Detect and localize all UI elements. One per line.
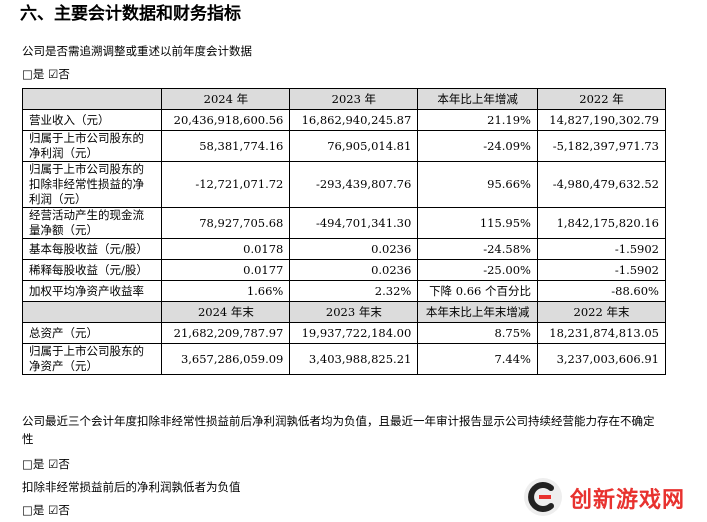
column-header: 本年末比上年末增减 — [417, 301, 538, 323]
cell-value: -494,701,341.30 — [289, 207, 419, 239]
net-profit-note: 扣除非经常损益前后的净利润孰低者为负值 — [22, 480, 241, 494]
table-header-row: 2024 年末 2023 年末 本年末比上年末增减 2022 年末 — [21, 301, 667, 323]
cell-value: -5,182,397,971.73 — [536, 130, 667, 162]
cell-value: 2.32% — [289, 280, 419, 302]
cell-value: 3,237,003,606.91 — [536, 343, 667, 375]
row-label: 归属于上市公司股东的净资产（元） — [21, 343, 163, 375]
row-label: 营业收入（元） — [21, 109, 163, 131]
column-header: 2024 年末 — [161, 301, 291, 323]
row-label: 归属于上市公司股东的扣除非经常性损益的净利润（元） — [21, 161, 163, 208]
cell-value: 20,436,918,600.56 — [161, 109, 291, 131]
cell-value: -24.09% — [417, 130, 538, 162]
cell-value: -1.5902 — [536, 238, 667, 260]
cell-value: 115.95% — [417, 207, 538, 239]
watermark-logo: 创新游戏网 — [522, 476, 700, 518]
table-row: 稀释每股收益（元/股） 0.0177 0.0236 -25.00% -1.5902 — [21, 259, 667, 281]
cell-value: 3,403,988,825.21 — [289, 343, 419, 375]
cell-value: 21,682,209,787.97 — [161, 322, 291, 344]
table-row: 经营活动产生的现金流量净额（元） 78,927,705.68 -494,701,34… — [21, 207, 667, 239]
cell-value: -88.60% — [536, 280, 667, 302]
cell-value: 下降 0.66 个百分比 — [417, 280, 538, 302]
cell-value: 7.44% — [417, 343, 538, 375]
cell-value: 1.66% — [161, 280, 291, 302]
table-row: 基本每股收益（元/股） 0.0178 0.0236 -24.58% -1.5902 — [21, 238, 667, 260]
cell-value: 18,231,874,813.05 — [536, 322, 667, 344]
row-label: 归属于上市公司股东的净利润（元） — [21, 130, 163, 162]
cell-value: -4,980,479,632.52 — [536, 161, 667, 208]
cell-value: -293,439,807.76 — [289, 161, 419, 208]
cell-value: 8.75% — [417, 322, 538, 344]
row-label: 总资产（元） — [21, 322, 163, 344]
cell-value: 0.0236 — [289, 259, 419, 281]
row-label: 稀释每股收益（元/股） — [21, 259, 163, 281]
column-header: 2022 年末 — [536, 301, 667, 323]
column-header — [21, 301, 163, 323]
row-label: 基本每股收益（元/股） — [21, 238, 163, 260]
net-profit-choice: □是 ☑否 — [22, 503, 70, 517]
column-header: 2023 年 — [289, 88, 419, 110]
cell-value: 21.19% — [417, 109, 538, 131]
cell-value: -24.58% — [417, 238, 538, 260]
cell-value: 16,862,940,245.87 — [289, 109, 419, 131]
cell-value: 19,937,722,184.00 — [289, 322, 419, 344]
cell-value: 0.0178 — [161, 238, 291, 260]
cell-value: 95.66% — [417, 161, 538, 208]
section-title: 六、主要会计数据和财务指标 — [20, 4, 241, 24]
column-header: 本年比上年增减 — [417, 88, 538, 110]
column-header: 2023 年末 — [289, 301, 419, 323]
restatement-question: 公司是否需追溯调整或重述以前年度会计数据 — [22, 44, 252, 58]
cell-value: 3,657,286,059.09 — [161, 343, 291, 375]
cell-value: -12,721,071.72 — [161, 161, 291, 208]
watermark-text: 创新游戏网 — [570, 488, 686, 513]
going-concern-choice: □是 ☑否 — [22, 457, 70, 471]
column-header: 2024 年 — [161, 88, 291, 110]
cell-value: 76,905,014.81 — [289, 130, 419, 162]
table-row: 归属于上市公司股东的净利润（元） 58,381,774.16 76,905,014.… — [21, 130, 667, 162]
table-row: 总资产（元） 21,682,209,787.97 19,937,722,184.00… — [21, 322, 667, 344]
cell-value: 0.0236 — [289, 238, 419, 260]
table-row: 营业收入（元） 20,436,918,600.56 16,862,940,245.8… — [21, 109, 667, 131]
cell-value: 14,827,190,302.79 — [536, 109, 667, 131]
cell-value: 0.0177 — [161, 259, 291, 281]
financial-table: 2024 年 2023 年本年比上年增减 2022 年营业收入（元） 20,436,9… — [21, 88, 667, 375]
cell-value: -1.5902 — [536, 259, 667, 281]
row-label: 经营活动产生的现金流量净额（元） — [21, 207, 163, 239]
table-header-row: 2024 年 2023 年本年比上年增减 2022 年 — [21, 88, 667, 110]
logo-icon — [524, 478, 562, 516]
table-row: 加权平均净资产收益率 1.66% 2.32% 下降 0.66 个百分比 -88.60% — [21, 280, 667, 302]
cell-value: 1,842,175,820.16 — [536, 207, 667, 239]
table-row: 归属于上市公司股东的净资产（元） 3,657,286,059.09 3,403,98… — [21, 343, 667, 375]
cell-value: -25.00% — [417, 259, 538, 281]
row-label: 加权平均净资产收益率 — [21, 280, 163, 302]
restatement-choice: □是 ☑否 — [22, 67, 70, 81]
cell-value: 58,381,774.16 — [161, 130, 291, 162]
column-header: 2022 年 — [536, 88, 667, 110]
table-row: 归属于上市公司股东的扣除非经常性损益的净利润（元） -12,721,071.72-… — [21, 161, 667, 208]
going-concern-note: 公司最近三个会计年度扣除非经常性损益前后净利润孰低者均为负值，且最近一年审计报告… — [22, 414, 655, 446]
column-header — [21, 88, 163, 110]
cell-value: 78,927,705.68 — [161, 207, 291, 239]
